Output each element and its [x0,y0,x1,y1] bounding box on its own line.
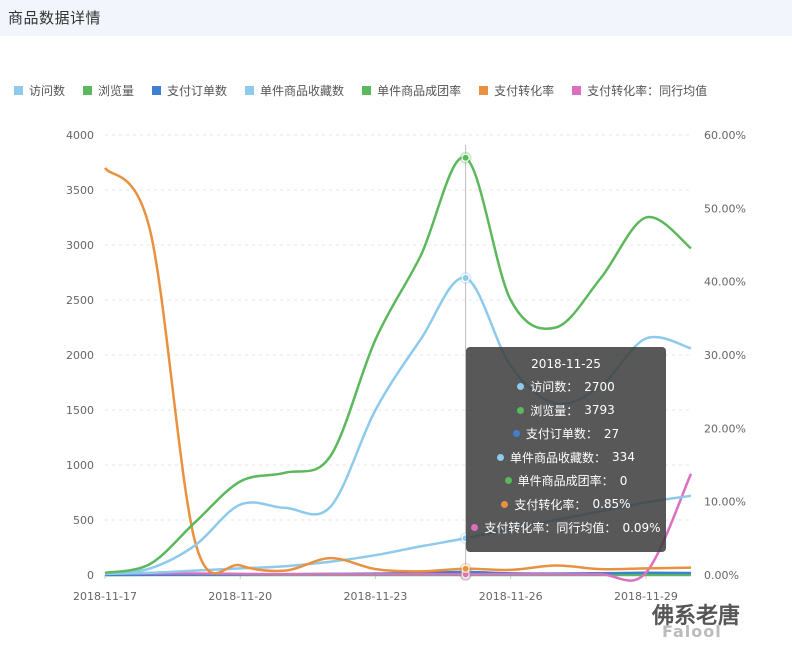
tooltip-label: 支付转化率： [514,497,587,512]
legend-item-visits[interactable]: 访问数 [14,82,65,99]
tooltip-dot [497,453,505,461]
legend-label: 单件商品成团率 [377,83,462,98]
x-tick-label: 2018-11-29 [614,590,678,603]
legend-swatch [572,85,582,95]
legend-swatch [245,85,255,95]
tooltip-rows: 访问数： 2700 浏览量： 3793 支付订单数： 27 单件商品收藏数： 334 单件商品成… [466,375,666,540]
tooltip-value: 0 [619,473,628,488]
watermark-text: 佛系老唐 [652,604,741,629]
tooltip-row: 支付转化率：同行均值： 0.09% [466,516,666,540]
y-right-tick-label: 0.00% [704,569,739,582]
y-left-tick-label: 500 [73,514,94,527]
tooltip-row: 单件商品收藏数： 334 [466,446,666,470]
tooltip-dot [512,430,520,438]
tooltip-value: 334 [612,450,635,465]
tooltip-dot [517,406,525,414]
legend-item-conversion[interactable]: 支付转化率 [479,82,554,99]
y-right-tick-label: 40.00% [704,276,746,289]
tooltip-value: 2700 [584,379,615,394]
y-right-tick-label: 60.00% [704,129,746,142]
y-left-tick-label: 3500 [66,184,94,197]
y-right-tick-label: 50.00% [704,202,746,215]
tooltip-label: 单件商品成团率： [517,474,614,489]
y-left-tick-label: 2500 [66,294,94,307]
legend-label: 支付订单数 [167,83,228,98]
data-point [461,274,470,282]
tooltip-row: 浏览量： 3793 [466,399,666,423]
tooltip-dot [501,500,509,508]
series-line-1 [104,156,692,575]
y-left-tick-label: 0 [87,569,94,582]
chart-legend: 访问数 浏览量 支付订单数 单件商品收藏数 单件商品成团率 支付转化率 支付转化… [14,82,725,98]
chart-tooltip: 2018-11-25 访问数： 2700 浏览量： 3793 支付订单数： 27 单件商品收… [466,347,666,552]
tooltip-label: 支付转化率：同行均值： [484,521,617,536]
tooltip-label: 单件商品收藏数： [510,450,607,465]
legend-item-peer-avg[interactable]: 支付转化率：同行均值 [572,82,707,99]
legend-label: 支付转化率：同行均值 [587,83,708,98]
x-tick-label: 2018-11-26 [479,590,543,603]
tooltip-row: 访问数： 2700 [466,375,666,399]
legend-swatch [14,85,23,95]
y-right-tick-label: 30.00% [704,349,746,362]
tooltip-value: 0.85% [592,497,631,512]
legend-label: 支付转化率 [494,83,555,98]
y-right-tick-label: 20.00% [704,422,746,435]
tooltip-value: 0.09% [622,520,661,535]
tooltip-label: 支付订单数： [525,427,598,442]
tooltip-date: 2018-11-25 [531,357,601,371]
tooltip-label: 访问数： [530,380,579,395]
tooltip-value: 27 [603,426,620,441]
x-tick-label: 2018-11-20 [208,590,272,603]
data-point [461,564,470,573]
y-left-tick-label: 4000 [66,129,94,142]
page-title: 商品数据详情 [8,9,102,27]
data-point [461,153,470,162]
tooltip-dot [471,524,479,532]
legend-item-favorites[interactable]: 单件商品收藏数 [245,82,344,99]
legend-item-pageviews[interactable]: 浏览量 [83,82,134,99]
tooltip-row: 支付订单数： 27 [466,422,666,446]
legend-item-orders[interactable]: 支付订单数 [152,82,227,99]
legend-label: 浏览量 [98,83,135,98]
legend-swatch [479,85,489,95]
tooltip-label: 浏览量： [530,403,579,418]
y-left-tick-label: 3000 [66,239,94,252]
tooltip-value: 3793 [584,403,615,418]
tooltip-dot [517,383,525,391]
header-bar: 商品数据详情 [0,0,792,36]
x-tick-label: 2018-11-23 [343,590,407,603]
tooltip-dot [504,477,512,485]
legend-label: 单件商品收藏数 [260,83,345,98]
legend-swatch [152,85,162,95]
legend-swatch [362,85,372,95]
legend-swatch [83,85,93,95]
tooltip-row: 支付转化率： 0.85% [466,493,666,517]
y-left-tick-label: 1500 [66,404,94,417]
tooltip-row: 单件商品成团率： 0 [466,469,666,493]
series-line-6 [105,473,693,582]
legend-item-group-rate[interactable]: 单件商品成团率 [362,82,461,99]
y-left-tick-label: 2000 [66,349,94,362]
series-line-5 [103,167,692,575]
legend-label: 访问数 [29,83,66,98]
y-left-tick-label: 1000 [66,459,94,472]
x-tick-label: 2018-11-17 [73,590,137,603]
watermark-logo: Falool [662,622,722,641]
y-right-tick-label: 10.00% [704,496,746,509]
